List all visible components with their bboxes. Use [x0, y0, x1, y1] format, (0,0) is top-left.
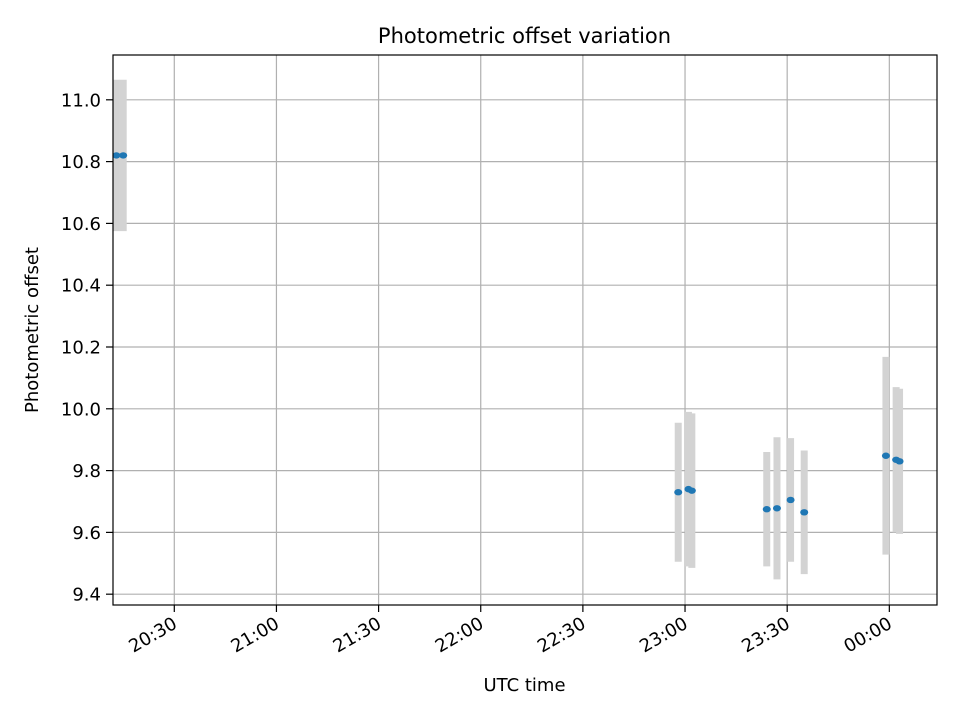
x-tick-label: 21:30 [330, 613, 385, 657]
data-point [800, 509, 809, 516]
x-tick-label: 23:30 [738, 613, 793, 657]
y-tick-label: 10.4 [61, 276, 101, 297]
chart-title: Photometric offset variation [378, 24, 671, 48]
y-tick-label: 10.2 [61, 337, 101, 358]
data-point [762, 506, 771, 513]
y-tick-label: 10.0 [61, 399, 101, 420]
x-tick-label: 20:30 [125, 613, 180, 657]
y-tick-label: 11.0 [61, 90, 101, 111]
x-axis: 20:30 21:00 21:30 22:00 22:30 23:00 23:30 00:00 [125, 605, 896, 657]
data-point [687, 487, 696, 494]
y-tick-label: 10.6 [61, 214, 101, 235]
error-bars [112, 79, 904, 580]
plot-frame [112, 54, 938, 606]
data-point [895, 458, 904, 465]
x-tick-label: 22:30 [534, 613, 589, 657]
data-point [881, 452, 890, 459]
data-points [112, 152, 904, 516]
x-tick-label: 00:00 [840, 613, 895, 657]
data-point [112, 152, 121, 159]
y-tick-label: 10.8 [61, 152, 101, 173]
y-axis-label: Photometric offset [22, 247, 43, 413]
x-axis-label: UTC time [483, 675, 565, 696]
y-tick-label: 9.6 [72, 523, 101, 544]
data-point [786, 496, 795, 504]
x-tick-label: 23:00 [636, 613, 691, 657]
x-tick-label: 21:00 [228, 613, 283, 657]
data-point [772, 505, 781, 512]
y-axis: 9.4 9.6 9.8 10.0 10.2 10.4 10.6 10.8 11.0 [61, 90, 113, 606]
y-tick-label: 9.8 [72, 461, 101, 482]
grid [113, 55, 937, 605]
y-tick-label: 9.4 [72, 585, 101, 606]
x-tick-label: 22:00 [432, 613, 487, 657]
data-point [119, 152, 128, 159]
data-point [674, 489, 683, 496]
